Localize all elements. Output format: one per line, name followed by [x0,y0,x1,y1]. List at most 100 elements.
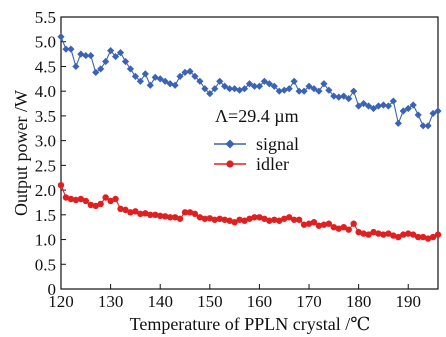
signal-point [211,85,219,93]
signal-point [404,104,412,113]
signal-point [102,57,110,66]
idler-point [429,233,437,241]
idler-point [276,217,283,224]
idler-point [365,231,372,238]
idler-point [216,215,223,222]
signal-point [379,101,388,109]
signal-point [325,86,333,94]
idler-point [102,194,109,201]
idler-point [226,217,233,224]
y-axis-ticks: 0 0.5 1.0 1.5 2.0 2.5 3.0 3.5 4.0 4.5 5.0 5.5 [35,8,66,299]
signal-point [355,102,363,110]
idler-point [325,220,333,227]
series-layer [57,33,442,242]
idler-point [62,194,70,201]
signal-point [330,92,338,100]
y-tick-label: 2.5 [35,156,56,175]
x-tick-label: 160 [247,292,273,311]
signal-point [374,102,383,110]
signal-point [121,57,130,66]
x-tick-label: 150 [197,292,223,311]
idler-point [281,215,288,222]
signal-point [126,65,135,73]
idler-point [241,217,248,224]
y-tick-label: 1.5 [35,206,56,225]
x-axis-ticks: 120 130 140 150 160 170 180 190 [48,284,421,311]
signal-point [67,45,75,53]
signal-point [300,87,308,95]
idler-series [57,181,442,242]
idler-point [122,206,129,214]
idler-point [112,195,119,203]
signal-point [221,82,229,90]
y-tick-label: 0 [48,280,57,299]
signal-point [359,99,368,108]
idler-point [295,216,303,223]
signal-point [250,82,259,90]
signal-point [141,70,149,78]
idler-point [380,231,387,238]
signal-point [161,77,169,85]
signal-point [176,72,184,80]
signal-point [216,77,224,85]
signal-point [340,92,348,100]
idler-point [77,195,85,203]
signal-point [111,52,120,61]
x-axis-title: Temperature of PPLN crystal /℃ [130,314,371,334]
signal-point [434,107,442,115]
signal-point [389,97,397,105]
idler-point [92,202,99,210]
x-tick-label: 130 [98,292,124,311]
idler-point [176,215,184,222]
idler-point [201,215,209,222]
idler-point [330,223,338,231]
y-tick-label: 1.0 [35,231,56,250]
idler-point [87,201,94,209]
idler-point [67,195,75,203]
idler-point [305,220,313,227]
idler-point [231,219,238,226]
signal-point [136,77,144,85]
signal-point [62,45,70,53]
idler-line [60,184,439,240]
y-tick-label: 5.0 [35,33,56,52]
idler-point [186,209,194,216]
signal-point [156,75,164,83]
signal-point [87,51,95,60]
signal-point [270,82,278,90]
legend-title: Λ=29.4 µm [215,106,299,126]
idler-point [400,231,407,238]
signal-point [77,50,85,58]
idler-point [161,213,169,220]
idler-point [142,210,149,217]
signal-point [72,62,80,71]
idler-point [355,228,362,236]
signal-point [206,90,214,98]
idler-point [375,230,382,237]
signal-point [409,101,417,109]
idler-point [395,233,402,241]
signal-point [92,68,100,76]
signal-point [201,85,209,93]
idler-point [335,225,342,232]
signal-point [226,85,234,93]
idler-point [251,214,258,221]
y-tick-label: 2.0 [35,181,56,200]
legend-signal-label: signal [256,134,299,154]
idler-point [157,212,164,220]
idler-point [256,214,263,221]
signal-point [196,77,204,85]
signal-point [260,77,268,85]
signal-point [57,33,65,41]
signal-series [57,33,442,130]
idler-point [211,216,218,223]
idler-point [181,209,189,216]
idler-point [300,221,308,228]
signal-point [369,104,378,113]
x-tick-label: 140 [147,292,173,311]
signal-point [310,85,318,93]
idler-point [350,220,357,227]
idler-point [132,208,139,215]
idler-point [409,231,417,238]
